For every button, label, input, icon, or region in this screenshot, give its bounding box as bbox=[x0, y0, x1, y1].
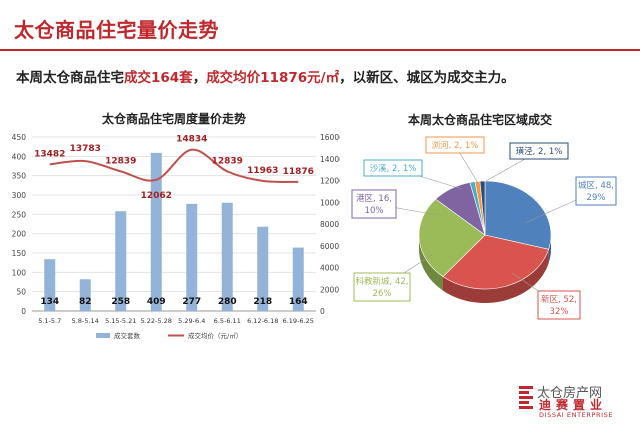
pie-label-pct: 26% bbox=[373, 289, 392, 299]
pie-label-box bbox=[509, 142, 569, 160]
pie-slice-side bbox=[443, 249, 549, 303]
pie-label: 城区, 48, bbox=[578, 181, 614, 191]
price-data-label: 14834 bbox=[176, 135, 207, 145]
pie-slice bbox=[479, 180, 486, 236]
y2-tick-label: 0 bbox=[320, 307, 325, 316]
pie-slice bbox=[484, 180, 552, 250]
pie-label-box bbox=[537, 290, 581, 320]
pie-label: 港区, 16, bbox=[356, 193, 392, 204]
y-tick-label: 250 bbox=[12, 210, 27, 219]
pie-label-box bbox=[575, 176, 617, 206]
pie-slice bbox=[418, 198, 486, 278]
brand-logo-mark bbox=[519, 386, 533, 409]
bar bbox=[79, 279, 91, 311]
y-tick-label: 0 bbox=[21, 307, 26, 316]
summary-suffix: ，以新区、城区为成交主力。 bbox=[339, 70, 515, 86]
pie-slice-side bbox=[548, 235, 551, 264]
bar bbox=[150, 152, 162, 311]
y2-tick-label: 4000 bbox=[320, 264, 339, 273]
pie-slice bbox=[442, 234, 550, 290]
pie-label-pct: 32% bbox=[550, 307, 569, 317]
price-data-label: 11876 bbox=[283, 167, 314, 177]
summary-volume: 成交164套 bbox=[124, 70, 193, 86]
price-data-label: 13482 bbox=[34, 149, 65, 159]
y-tick-label: 50 bbox=[16, 288, 26, 297]
bar bbox=[186, 203, 198, 311]
y2-tick-label: 6000 bbox=[320, 242, 339, 251]
pie-label-pct: 10% bbox=[365, 206, 384, 216]
y-tick-label: 350 bbox=[12, 172, 27, 181]
pie-slice-side bbox=[419, 235, 444, 291]
summary-price: 成交均价11876元/㎡ bbox=[206, 70, 340, 86]
logo: 太仓房产网 迪赛置业 DISSAI ENTERPRISE bbox=[515, 380, 635, 420]
y-tick-label: 150 bbox=[12, 249, 27, 258]
bar bbox=[221, 202, 233, 311]
bar bbox=[257, 226, 269, 311]
bar bbox=[115, 211, 127, 311]
price-data-label: 11963 bbox=[247, 166, 278, 176]
y2-tick-label: 16000 bbox=[320, 133, 340, 142]
bar-data-label: 409 bbox=[147, 297, 166, 307]
pie-label-box bbox=[351, 189, 397, 219]
pie-label-box bbox=[353, 272, 411, 302]
price-data-label: 13783 bbox=[70, 144, 101, 154]
price-data-label: 12839 bbox=[212, 156, 243, 166]
legend-label-price: 成交均价（元/㎡） bbox=[188, 331, 242, 340]
title-divider bbox=[0, 49, 640, 51]
y-tick-label: 200 bbox=[12, 230, 27, 239]
x-tick-label: 5.8-5.14 bbox=[72, 317, 99, 325]
x-tick-label: 6.5-6.11 bbox=[214, 317, 241, 325]
summary-prefix: 本周太仓商品住宅 bbox=[16, 70, 124, 86]
bar bbox=[44, 259, 56, 311]
y-tick-label: 100 bbox=[12, 268, 27, 277]
brand-name-en: DISSAI ENTERPRISE bbox=[539, 411, 614, 419]
pie-chart-title: 本周太仓商品住宅区域成交 bbox=[408, 112, 552, 127]
bar-data-label: 218 bbox=[253, 297, 272, 307]
x-tick-label: 5.15-5.21 bbox=[105, 317, 136, 325]
x-tick-label: 6.12-6.18 bbox=[247, 317, 278, 325]
pie-label: 新区, 52, bbox=[541, 294, 577, 305]
price-line bbox=[49, 148, 299, 183]
pie-label-box bbox=[363, 159, 423, 177]
y2-tick-label: 12000 bbox=[320, 177, 340, 186]
y-tick-label: 300 bbox=[12, 191, 27, 200]
bar-data-label: 258 bbox=[111, 297, 130, 307]
bar-data-label: 280 bbox=[218, 297, 237, 307]
y2-tick-label: 10000 bbox=[320, 198, 340, 207]
x-tick-label: 5.29-6.4 bbox=[178, 317, 205, 325]
pie-label: 浏河, 2, 1% bbox=[432, 140, 479, 151]
bar bbox=[292, 247, 304, 311]
bar-data-label: 277 bbox=[182, 297, 201, 307]
pie-label-box bbox=[425, 136, 485, 154]
x-tick-label: 5.22-5.28 bbox=[141, 317, 172, 325]
brand-name-cn: 迪赛置业 bbox=[539, 398, 608, 412]
y2-tick-label: 8000 bbox=[320, 220, 339, 229]
legend-swatch-volume bbox=[96, 333, 110, 338]
bar-data-label: 134 bbox=[40, 297, 59, 307]
y2-tick-label: 2000 bbox=[320, 285, 339, 294]
legend-label-volume: 成交套数 bbox=[114, 331, 141, 340]
page-title: 太仓商品住宅量价走势 bbox=[14, 18, 219, 42]
weekly-summary: 本周太仓商品住宅成交164套，成交均价11876元/㎡，以新区、城区为成交主力。 bbox=[16, 66, 515, 86]
y-tick-label: 450 bbox=[12, 133, 27, 142]
pie-label: 科教新城, 42, bbox=[356, 276, 409, 287]
x-tick-label: 6.19-6.25 bbox=[283, 317, 314, 325]
y2-tick-label: 14000 bbox=[320, 155, 340, 164]
price-data-label: 12839 bbox=[105, 156, 136, 166]
pie-label-pct: 29% bbox=[587, 193, 606, 203]
price-data-label: 12062 bbox=[141, 191, 172, 201]
summary-separator: ， bbox=[192, 70, 207, 86]
pie-label: 沙溪, 2, 1% bbox=[370, 163, 417, 174]
y-tick-label: 400 bbox=[12, 152, 27, 161]
bar-data-label: 82 bbox=[79, 297, 92, 307]
bar-data-label: 164 bbox=[289, 297, 308, 307]
combo-chart-title: 太仓商品住宅周度量价走势 bbox=[102, 111, 246, 126]
weekly-volume-price-chart: 太仓商品住宅周度量价走势 0 50 100 150 200 250 300 350 400 450 0… bbox=[12, 111, 340, 340]
watermark-text: 太仓房产网 bbox=[537, 386, 603, 401]
x-tick-label: 5.1-5.7 bbox=[38, 317, 61, 325]
pie-label: 璜泾, 2, 1% bbox=[516, 146, 563, 157]
